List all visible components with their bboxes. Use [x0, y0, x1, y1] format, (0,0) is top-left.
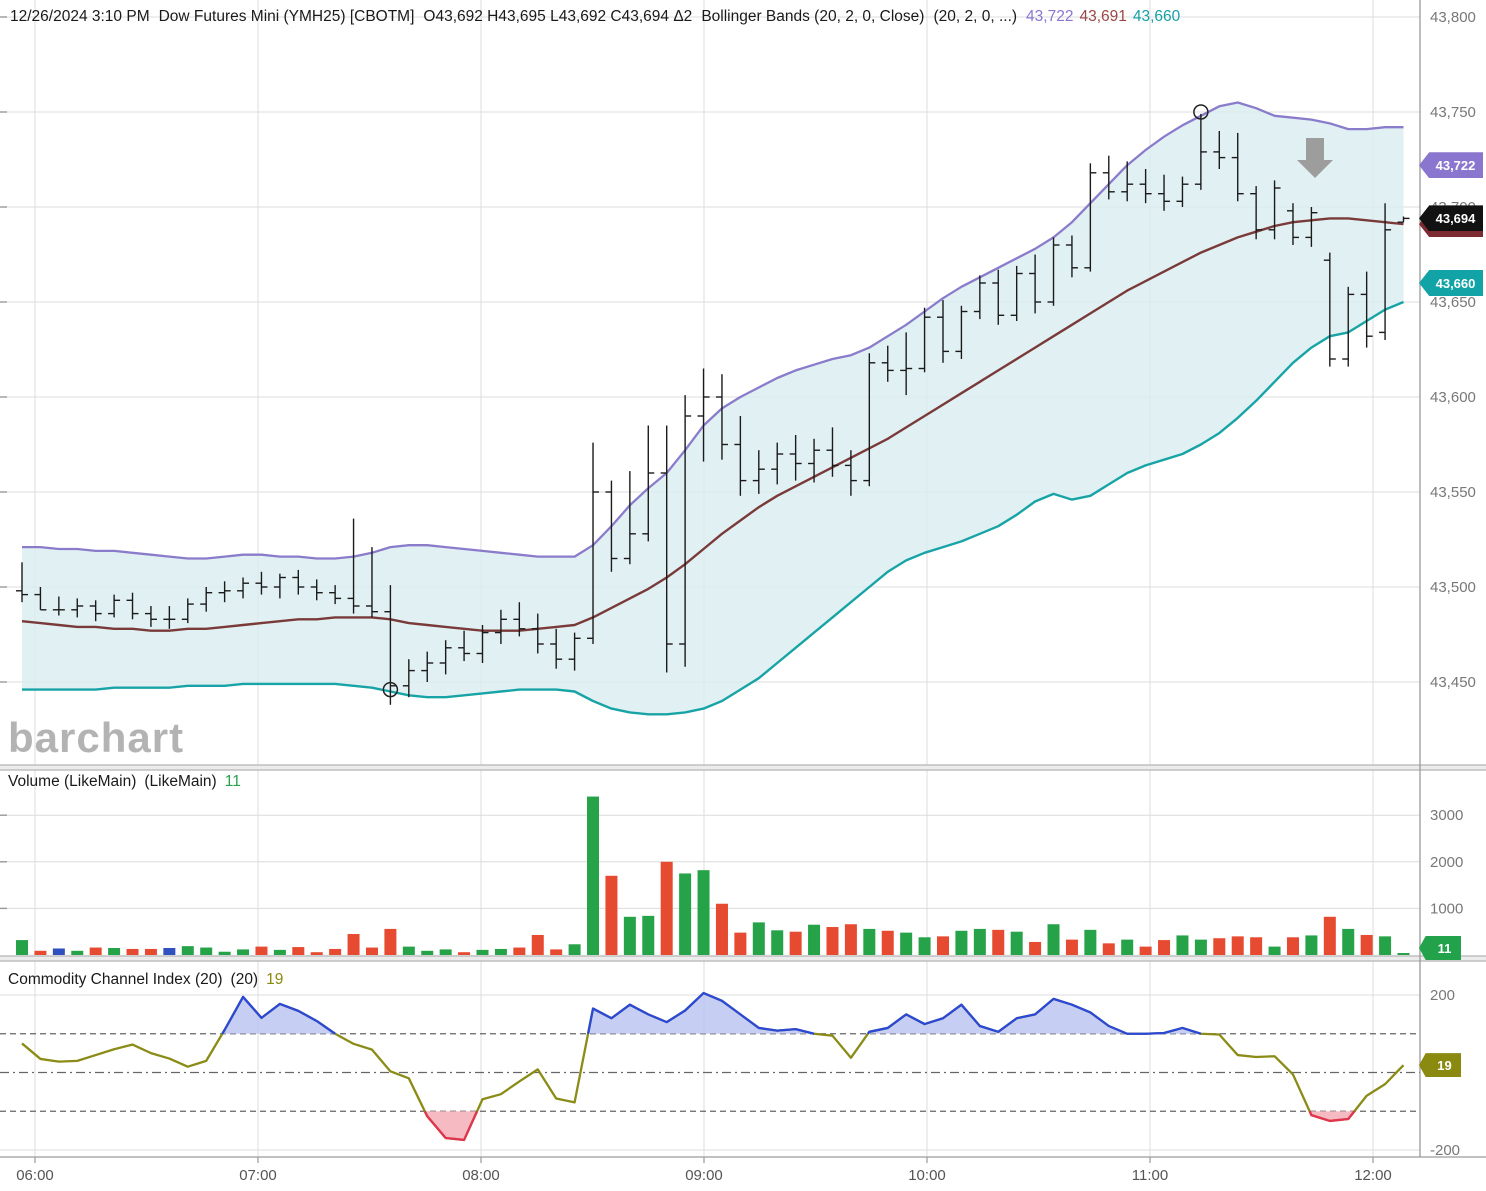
svg-text:43,500: 43,500 — [1430, 579, 1476, 596]
cci-panel-title[interactable]: Commodity Channel Index (20) (20) 19 — [8, 971, 283, 989]
bollinger-bands — [21, 101, 1404, 716]
volume-current-value: 11 — [224, 773, 241, 790]
chart-markers — [382, 104, 1333, 698]
cci-plot — [0, 991, 1420, 1142]
svg-text:43,550: 43,550 — [1430, 484, 1476, 501]
header-middle-band-value: 43,691 — [1079, 8, 1127, 25]
svg-text:07:00: 07:00 — [239, 1167, 277, 1184]
cci-title-params[interactable]: (20) — [230, 971, 259, 988]
svg-text:1000: 1000 — [1430, 900, 1463, 917]
time-axis[interactable]: 06:00 07:00 08:00 09:00 10:00 11:00 12:00 — [16, 1167, 1392, 1184]
barchart-logo: barchart — [8, 714, 185, 761]
price-bars — [16, 113, 1410, 705]
down-arrow-icon — [1297, 138, 1333, 178]
header-ohlc: O43,692 H43,695 L43,692 C43,694 Δ2 — [423, 8, 693, 25]
chart-header: 12/26/2024 3:10 PM Dow Futures Mini (YMH2… — [10, 8, 1180, 26]
lower-band-badge: 43,660 — [1419, 270, 1483, 296]
panel-dividers[interactable] — [0, 0, 1486, 1163]
header-symbol-title: Dow Futures Mini (YMH25) [CBOTM] — [158, 8, 415, 25]
svg-text:12:00: 12:00 — [1354, 1167, 1392, 1184]
cci-title-label[interactable]: Commodity Channel Index (20) — [8, 971, 223, 988]
svg-text:43,650: 43,650 — [1430, 294, 1476, 311]
upper-band-badge: 43,722 — [1419, 152, 1483, 179]
header-upper-band-value: 43,722 — [1026, 8, 1074, 25]
volume-bars — [16, 796, 1410, 955]
svg-text:11:00: 11:00 — [1132, 1167, 1168, 1184]
header-lower-band-value: 43,660 — [1132, 8, 1181, 25]
svg-text:200: 200 — [1430, 987, 1455, 1004]
cci-current-value: 19 — [266, 971, 284, 988]
volume-badge: 11 — [1419, 936, 1461, 960]
svg-text:06:00: 06:00 — [16, 1167, 54, 1184]
svg-text:43,600: 43,600 — [1430, 389, 1476, 406]
header-datetime: 12/26/2024 3:10 PM — [10, 8, 150, 25]
svg-text:10:00: 10:00 — [908, 1167, 946, 1184]
svg-text:09:00: 09:00 — [685, 1167, 723, 1184]
svg-text:2000: 2000 — [1430, 854, 1463, 871]
svg-text:-200: -200 — [1430, 1142, 1460, 1159]
volume-title-params[interactable]: (LikeMain) — [144, 773, 217, 790]
header-study-params[interactable]: (20, 2, 0, ...) — [933, 8, 1018, 25]
price-axis[interactable]: 43,80043,75043,70043,65043,60043,55043,5… — [1430, 9, 1476, 1159]
svg-text:43,750: 43,750 — [1430, 104, 1476, 121]
last-price-badge: 43,694 — [1419, 205, 1483, 232]
svg-text:43,800: 43,800 — [1430, 9, 1476, 26]
cci-badge: 19 — [1419, 1053, 1461, 1078]
svg-text:3000: 3000 — [1430, 807, 1463, 824]
svg-text:43,450: 43,450 — [1430, 674, 1476, 691]
volume-title-label[interactable]: Volume (LikeMain) — [8, 773, 137, 790]
header-study-label[interactable]: Bollinger Bands (20, 2, 0, Close) — [701, 8, 925, 25]
volume-panel-title[interactable]: Volume (LikeMain) (LikeMain) 11 — [8, 773, 241, 791]
svg-text:08:00: 08:00 — [462, 1167, 500, 1184]
